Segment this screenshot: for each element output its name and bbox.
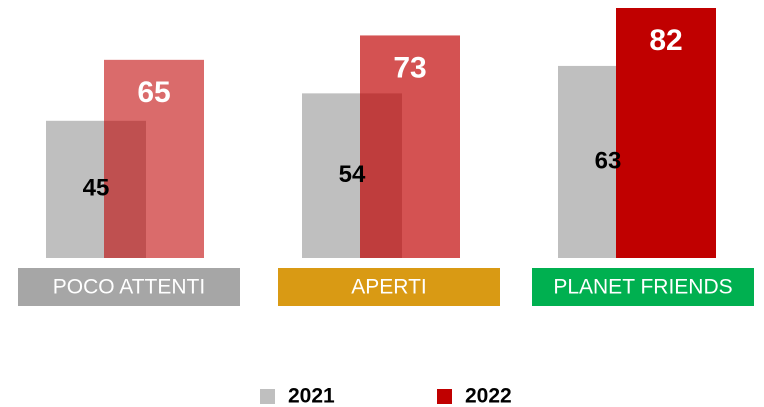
data-label: 65 (137, 76, 170, 109)
bar (616, 8, 716, 258)
bar (360, 35, 460, 258)
legend-swatch (437, 389, 452, 404)
category-label: PLANET FRIENDS (553, 276, 732, 299)
category-label: APERTI (351, 276, 426, 299)
category-label: POCO ATTENTI (53, 276, 205, 299)
data-label: 45 (83, 175, 110, 202)
legend-swatch (260, 389, 275, 404)
legend-label: 2021 (288, 385, 335, 407)
data-label: 82 (649, 24, 682, 57)
category-box (18, 268, 240, 306)
category-box (278, 268, 500, 306)
data-label: 73 (393, 51, 426, 84)
category-box (532, 268, 754, 306)
legend-label: 2022 (465, 385, 512, 407)
data-label: 63 (595, 147, 622, 174)
bar (104, 59, 204, 258)
data-label: 54 (339, 161, 366, 188)
